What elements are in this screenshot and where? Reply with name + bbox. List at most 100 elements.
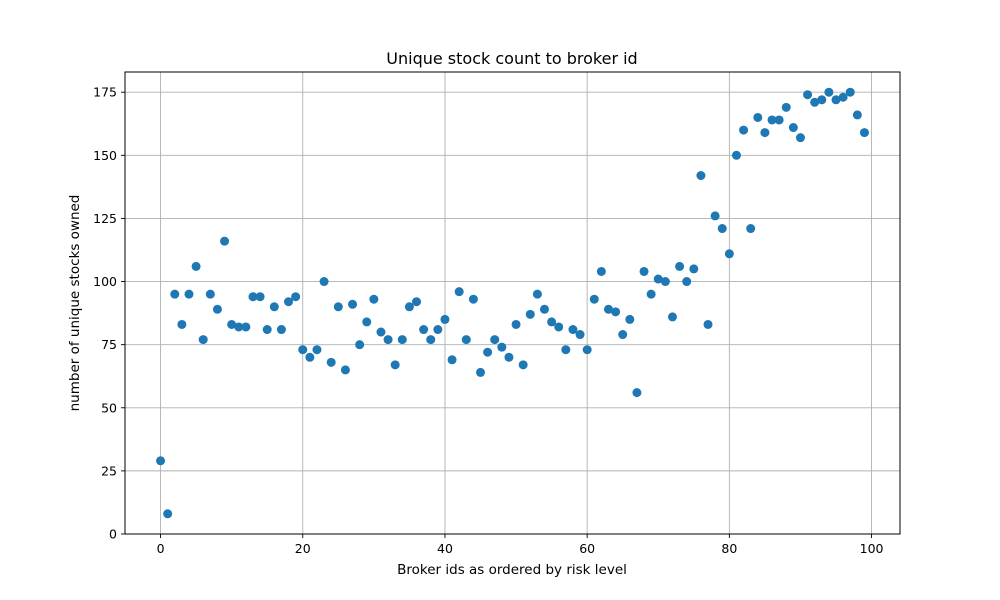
data-point [746, 224, 756, 234]
data-point [831, 95, 841, 105]
data-point [276, 325, 286, 335]
data-point [518, 360, 528, 370]
data-point [269, 302, 279, 312]
data-point [362, 317, 372, 327]
data-point [646, 289, 656, 299]
data-point [710, 211, 720, 221]
data-point [618, 330, 628, 340]
data-point [817, 95, 827, 105]
data-point [412, 297, 422, 307]
data-point [639, 266, 649, 276]
data-point [490, 335, 500, 345]
data-point [852, 110, 862, 120]
data-point [468, 294, 478, 304]
data-point [525, 309, 535, 319]
data-point [625, 314, 635, 324]
y-tick-label: 150 [93, 148, 117, 163]
data-point [340, 365, 350, 375]
data-point [675, 261, 685, 271]
data-point [838, 92, 848, 102]
data-point [348, 299, 358, 309]
data-point [440, 314, 450, 324]
data-point [696, 171, 706, 181]
data-point [220, 236, 230, 246]
data-point [312, 345, 322, 355]
data-point [603, 304, 613, 314]
data-point [305, 352, 315, 362]
data-point [568, 325, 578, 335]
data-point [774, 115, 784, 125]
data-point [369, 294, 379, 304]
data-point [653, 274, 663, 284]
data-point [383, 335, 393, 345]
data-point [767, 115, 777, 125]
data-point [419, 325, 429, 335]
x-tick-label: 60 [579, 541, 595, 556]
data-point [234, 322, 244, 332]
data-point [497, 342, 507, 352]
data-point [390, 360, 400, 370]
chart-title: Unique stock count to broker id [386, 49, 637, 68]
data-point [284, 297, 294, 307]
x-tick-label: 80 [721, 541, 737, 556]
data-point [333, 302, 343, 312]
data-point [703, 319, 713, 329]
data-point [753, 112, 763, 122]
data-point [760, 128, 770, 138]
axis-ticks: 0 20 40 60 80 100 0 25 50 75 100 125 150 175 [93, 85, 883, 556]
data-point [397, 335, 407, 345]
data-point [483, 347, 493, 357]
data-point [355, 340, 365, 350]
data-point [845, 87, 855, 97]
x-tick-label: 0 [157, 541, 165, 556]
data-point [511, 319, 521, 329]
data-point [476, 367, 486, 377]
data-point [689, 264, 699, 274]
data-point [739, 125, 749, 135]
data-point [731, 150, 741, 160]
data-point [454, 287, 464, 297]
data-point [163, 509, 173, 519]
data-point [547, 317, 557, 327]
x-tick-label: 100 [860, 541, 884, 556]
x-tick-label: 40 [437, 541, 453, 556]
data-point [376, 327, 386, 337]
data-point [426, 335, 436, 345]
data-point [205, 289, 215, 299]
y-axis-label: number of unique stocks owned [67, 195, 83, 412]
data-point [632, 388, 642, 398]
data-point [582, 345, 592, 355]
data-point [539, 304, 549, 314]
data-point [717, 224, 727, 234]
data-point [795, 133, 805, 143]
y-tick-label: 100 [93, 274, 117, 289]
data-point [326, 357, 336, 367]
data-point [227, 319, 237, 329]
data-point [191, 261, 201, 271]
data-point [298, 345, 308, 355]
data-point [170, 289, 180, 299]
data-point [724, 249, 734, 259]
y-tick-label: 25 [101, 463, 117, 478]
x-axis-label: Broker ids as ordered by risk level [397, 562, 627, 578]
data-point [611, 307, 621, 317]
data-point [447, 355, 457, 365]
data-point [788, 123, 798, 133]
data-point [682, 277, 692, 287]
data-point [667, 312, 677, 322]
data-point [589, 294, 599, 304]
data-points [156, 87, 869, 519]
data-point [596, 266, 606, 276]
data-point [255, 292, 265, 302]
data-point [554, 322, 564, 332]
y-tick-label: 75 [101, 337, 117, 352]
data-point [575, 330, 585, 340]
data-point [404, 302, 414, 312]
data-point [561, 345, 571, 355]
data-point [184, 289, 194, 299]
data-point [433, 325, 443, 335]
y-tick-label: 50 [101, 400, 117, 415]
data-point [532, 289, 542, 299]
data-point [781, 102, 791, 112]
